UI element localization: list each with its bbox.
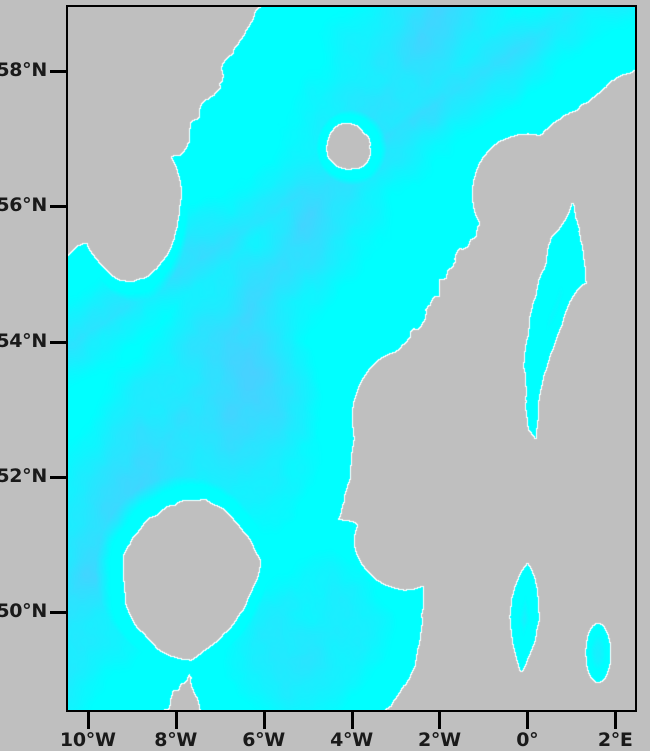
precipitation-raster [68,7,635,710]
x-tick-label--8: 8°W [154,729,198,751]
y-tick-56 [50,205,66,209]
x-tick-label-2: 2°E [597,729,633,751]
x-tick-label--10: 10°W [59,729,116,751]
x-tick-label--2: 2°W [418,729,461,751]
y-tick-52 [50,475,66,479]
x-tick-0 [526,712,530,729]
y-tick-label-50: 50°N [0,599,47,622]
y-tick-58 [50,70,66,74]
x-tick-label--4: 4°W [330,729,373,751]
y-tick-50 [50,610,66,614]
y-tick-54 [50,340,66,344]
y-tick-label-56: 56°N [0,194,47,217]
y-tick-label-58: 58°N [0,59,47,82]
x-tick--4 [350,712,354,729]
map-plot-area[interactable] [66,5,637,712]
x-tick--6 [262,712,266,729]
y-tick-label-54: 54°N [0,329,47,352]
x-tick-label-0: 0° [516,729,539,751]
y-tick-label-52: 52°N [0,464,47,487]
x-tick--8 [174,712,178,729]
x-tick--10 [86,712,90,729]
x-tick-2 [614,712,618,729]
x-tick--2 [438,712,442,729]
x-tick-label--6: 6°W [242,729,285,751]
